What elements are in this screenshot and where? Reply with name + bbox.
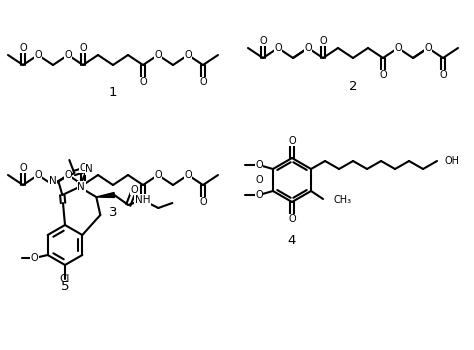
Text: CH₃: CH₃ bbox=[333, 195, 351, 205]
Text: O: O bbox=[439, 70, 447, 80]
Text: OH: OH bbox=[444, 156, 459, 166]
Text: O: O bbox=[255, 175, 263, 185]
Text: O: O bbox=[64, 50, 72, 60]
Text: 4: 4 bbox=[288, 233, 296, 246]
Text: O: O bbox=[19, 43, 27, 53]
Text: O: O bbox=[288, 136, 296, 146]
Text: N: N bbox=[85, 164, 93, 174]
Text: O: O bbox=[199, 197, 207, 207]
Text: O: O bbox=[139, 77, 147, 87]
Text: O: O bbox=[255, 160, 263, 170]
Text: O: O bbox=[379, 70, 387, 80]
Text: O: O bbox=[31, 253, 38, 263]
Text: O: O bbox=[319, 36, 327, 46]
Text: O: O bbox=[288, 214, 296, 224]
Text: N: N bbox=[77, 182, 85, 192]
Text: O: O bbox=[79, 43, 87, 53]
Text: O: O bbox=[19, 163, 27, 173]
Text: O: O bbox=[259, 36, 267, 46]
Text: O: O bbox=[154, 170, 162, 180]
Text: O: O bbox=[139, 197, 147, 207]
Polygon shape bbox=[96, 193, 115, 197]
Text: 3: 3 bbox=[109, 206, 117, 219]
Text: 5: 5 bbox=[61, 280, 69, 294]
Text: O: O bbox=[255, 190, 263, 200]
Text: O: O bbox=[274, 43, 282, 53]
Text: O: O bbox=[424, 43, 432, 53]
Text: O: O bbox=[154, 50, 162, 60]
Text: O: O bbox=[199, 77, 207, 87]
Text: O: O bbox=[79, 163, 87, 173]
Text: O: O bbox=[64, 170, 72, 180]
Text: N: N bbox=[48, 176, 56, 186]
Text: 2: 2 bbox=[349, 79, 357, 92]
Text: O: O bbox=[184, 170, 192, 180]
Text: 1: 1 bbox=[109, 86, 117, 99]
Text: O: O bbox=[304, 43, 312, 53]
Text: O: O bbox=[34, 50, 42, 60]
Text: O: O bbox=[394, 43, 402, 53]
Text: O: O bbox=[130, 185, 138, 195]
Text: O: O bbox=[184, 50, 192, 60]
Text: NH: NH bbox=[135, 195, 150, 205]
Text: O: O bbox=[34, 170, 42, 180]
Text: Cl: Cl bbox=[60, 274, 70, 284]
